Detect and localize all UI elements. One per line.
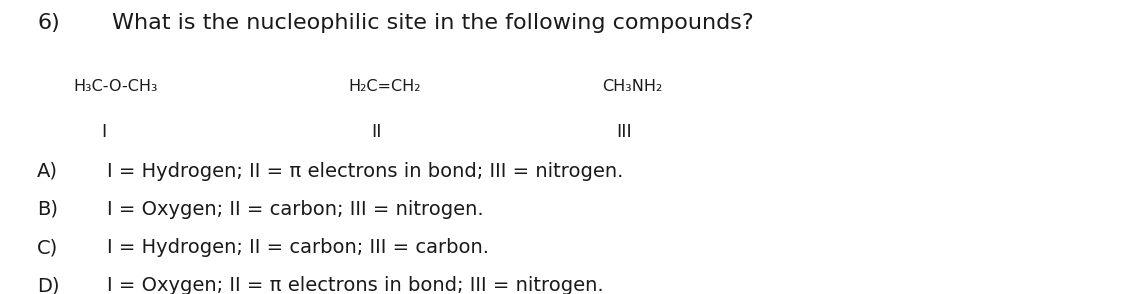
Text: I: I: [101, 123, 107, 141]
Text: H₃C-O-CH₃: H₃C-O-CH₃: [73, 79, 158, 94]
Text: D): D): [37, 276, 60, 294]
Text: III: III: [616, 123, 632, 141]
Text: I = Hydrogen; II = carbon; III = carbon.: I = Hydrogen; II = carbon; III = carbon.: [107, 238, 489, 257]
Text: 6): 6): [37, 13, 60, 33]
Text: B): B): [37, 200, 58, 219]
Text: What is the nucleophilic site in the following compounds?: What is the nucleophilic site in the fol…: [112, 13, 754, 33]
Text: II: II: [371, 123, 381, 141]
Text: C): C): [37, 238, 58, 257]
Text: CH₃NH₂: CH₃NH₂: [602, 79, 663, 94]
Text: A): A): [37, 162, 58, 181]
Text: I = Oxygen; II = carbon; III = nitrogen.: I = Oxygen; II = carbon; III = nitrogen.: [107, 200, 484, 219]
Text: I = Oxygen; II = π electrons in bond; III = nitrogen.: I = Oxygen; II = π electrons in bond; II…: [107, 276, 603, 294]
Text: I = Hydrogen; II = π electrons in bond; III = nitrogen.: I = Hydrogen; II = π electrons in bond; …: [107, 162, 623, 181]
Text: H₂C=CH₂: H₂C=CH₂: [349, 79, 421, 94]
